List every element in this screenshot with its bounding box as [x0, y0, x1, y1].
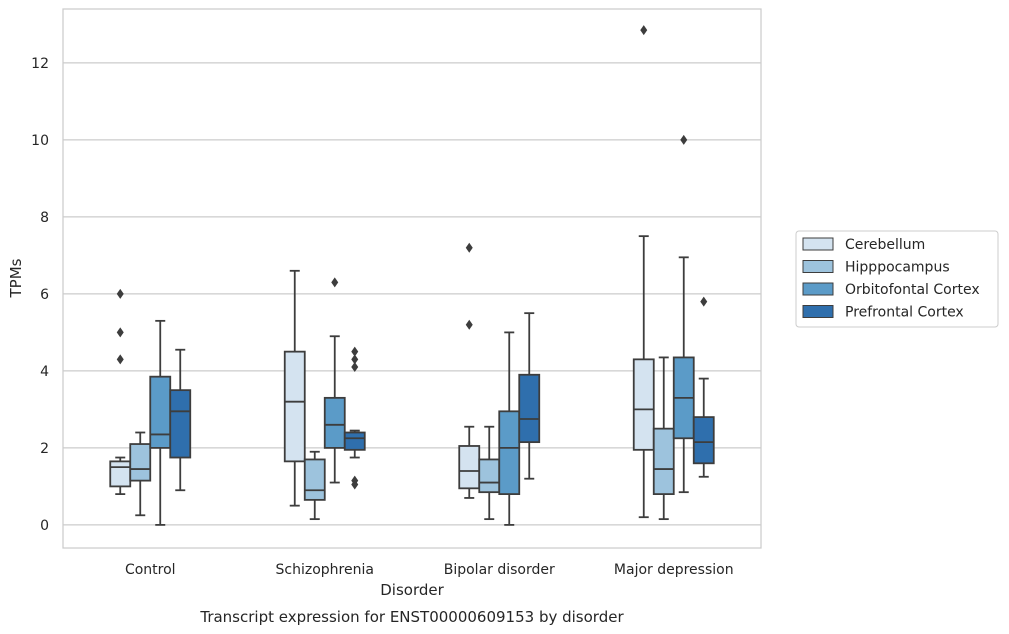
box-orbitofontal-cortex — [323, 277, 346, 484]
box-orbitofontal-cortex — [672, 134, 695, 494]
box-body — [283, 350, 306, 463]
legend-swatch — [802, 305, 834, 318]
x-tick-label: Bipolar disorder — [444, 562, 555, 578]
box-hipppocampus — [303, 450, 326, 521]
outlier-point — [351, 475, 359, 486]
y-tick-label: 4 — [40, 364, 49, 380]
y-tick-label: 8 — [40, 210, 49, 226]
outlier-point — [351, 346, 359, 357]
box-cerebellum — [632, 25, 655, 519]
legend-label: Prefrontal Cortex — [845, 305, 964, 321]
outlier-point — [351, 362, 359, 373]
y-tick-label: 12 — [31, 56, 49, 72]
box-plots — [109, 25, 715, 526]
outlier-point — [465, 242, 473, 253]
outlier-point — [116, 354, 124, 365]
legend-label: Orbitofontal Cortex — [845, 282, 980, 298]
box-body — [692, 416, 715, 465]
box-body — [498, 410, 521, 496]
outlier-point — [465, 319, 473, 330]
legend-label: Cerebellum — [845, 237, 925, 253]
x-axis-label: Disorder — [380, 581, 444, 599]
y-axis-label: TPMs — [7, 258, 25, 298]
legend-swatch — [802, 282, 834, 296]
box-body — [303, 458, 326, 501]
outlier-point — [700, 296, 708, 307]
box-body — [323, 396, 346, 449]
outlier-point — [351, 354, 359, 365]
box-cerebellum — [283, 269, 306, 507]
box-prefrontal-cortex — [343, 346, 366, 490]
legend-frame — [795, 230, 999, 328]
box-body — [518, 373, 541, 444]
outlier-point — [116, 288, 124, 299]
legend: Cerebellum Hipppocampus Orbitofontal Corte… — [795, 230, 999, 328]
outlier-point — [640, 25, 648, 36]
legend-swatch — [802, 237, 834, 251]
x-tick-label: Major depression — [614, 562, 734, 578]
box-body — [343, 431, 366, 451]
y-axis-ticks: 0 2 4 6 8 10 12 — [31, 56, 49, 534]
outlier-point — [116, 327, 124, 338]
plot-area — [62, 8, 762, 549]
box-cerebellum — [109, 288, 132, 496]
chart-caption: Transcript expression for ENST0000060915… — [199, 608, 624, 626]
box-orbitofontal-cortex — [149, 319, 172, 526]
y-tick-label: 10 — [31, 133, 49, 149]
box-hipppocampus — [652, 356, 675, 521]
box-orbitofontal-cortex — [498, 331, 521, 526]
box-body — [458, 445, 481, 490]
box-prefrontal-cortex — [692, 296, 715, 478]
box-prefrontal-cortex — [169, 348, 192, 492]
box-body — [109, 460, 132, 488]
legend-label: Hipppocampus — [845, 260, 950, 276]
box-body — [169, 389, 192, 459]
legend-swatch — [802, 260, 834, 273]
box-prefrontal-cortex — [518, 312, 541, 480]
box-hipppocampus — [129, 431, 152, 517]
y-tick-label: 0 — [40, 518, 49, 534]
box-body — [149, 375, 172, 449]
y-tick-label: 2 — [40, 441, 49, 457]
y-tick-label: 6 — [40, 287, 49, 303]
outlier-point — [331, 277, 339, 288]
outlier-point — [680, 134, 688, 145]
box-hipppocampus — [478, 425, 501, 521]
x-axis-ticks: Control Schizophrenia Bipolar disorder Majo… — [125, 562, 734, 578]
x-tick-label: Schizophrenia — [276, 562, 374, 578]
box-body — [632, 358, 655, 451]
x-tick-label: Control — [125, 562, 176, 578]
box-body — [129, 443, 152, 482]
box-body — [478, 458, 501, 494]
box-body — [652, 427, 675, 495]
